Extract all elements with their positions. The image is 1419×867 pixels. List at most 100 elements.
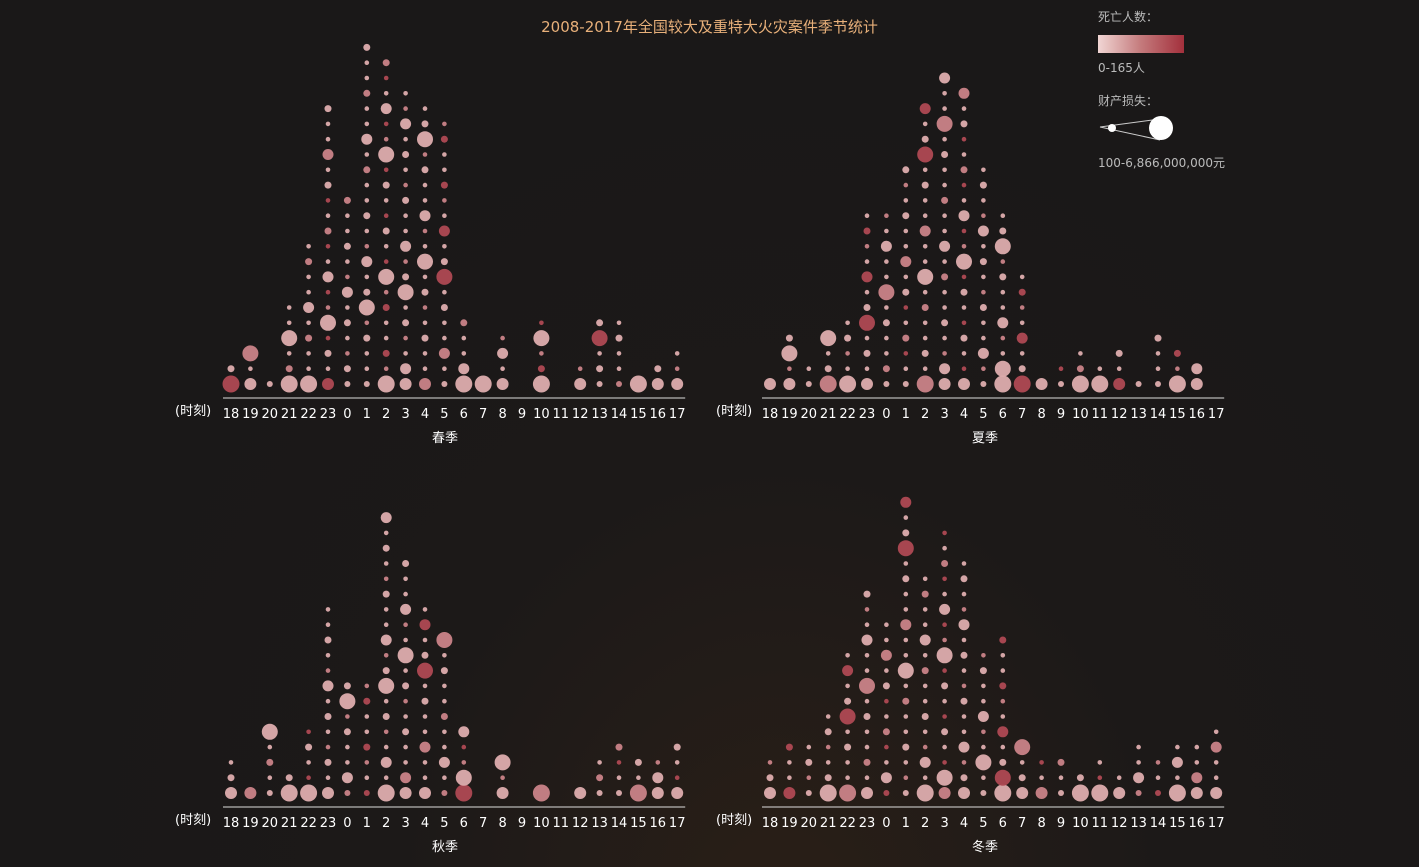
fire-case-dot[interactable]: [902, 212, 910, 220]
fire-case-dot[interactable]: [1000, 351, 1006, 356]
fire-case-dot[interactable]: [306, 775, 311, 780]
fire-case-dot[interactable]: [596, 319, 604, 327]
fire-case-dot[interactable]: [422, 607, 428, 612]
fire-case-dot[interactable]: [363, 212, 371, 220]
fire-case-dot[interactable]: [994, 784, 1012, 802]
fire-case-dot[interactable]: [1019, 351, 1025, 356]
fire-case-dot[interactable]: [322, 271, 334, 283]
fire-case-dot[interactable]: [364, 683, 370, 689]
fire-case-dot[interactable]: [442, 775, 447, 780]
fire-case-dot[interactable]: [306, 320, 311, 326]
fire-case-dot[interactable]: [922, 698, 928, 704]
fire-case-dot[interactable]: [845, 729, 850, 735]
fire-case-dot[interactable]: [1019, 274, 1025, 280]
fire-case-dot[interactable]: [345, 213, 350, 218]
fire-case-dot[interactable]: [820, 330, 837, 347]
fire-case-dot[interactable]: [1018, 774, 1026, 782]
fire-case-dot[interactable]: [674, 760, 680, 765]
fire-case-dot[interactable]: [305, 743, 313, 751]
fire-case-dot[interactable]: [533, 330, 550, 347]
fire-case-dot[interactable]: [921, 304, 929, 311]
fire-case-dot[interactable]: [919, 756, 931, 768]
fire-case-dot[interactable]: [864, 653, 870, 658]
fire-case-dot[interactable]: [339, 693, 356, 710]
fire-case-dot[interactable]: [961, 714, 967, 719]
fire-case-dot[interactable]: [458, 726, 470, 738]
fire-case-dot[interactable]: [383, 213, 389, 218]
fire-case-dot[interactable]: [383, 729, 389, 735]
fire-case-dot[interactable]: [884, 305, 889, 310]
fire-case-dot[interactable]: [400, 118, 412, 130]
fire-case-dot[interactable]: [455, 784, 473, 802]
fire-case-dot[interactable]: [1058, 775, 1064, 780]
fire-case-dot[interactable]: [961, 591, 967, 597]
fire-case-dot[interactable]: [994, 769, 1011, 786]
fire-case-dot[interactable]: [941, 319, 949, 327]
fire-case-dot[interactable]: [383, 561, 389, 566]
fire-case-dot[interactable]: [921, 713, 929, 720]
fire-case-dot[interactable]: [864, 744, 870, 750]
fire-case-dot[interactable]: [1116, 775, 1122, 780]
fire-case-dot[interactable]: [306, 760, 311, 765]
fire-case-dot[interactable]: [325, 244, 331, 249]
fire-case-dot[interactable]: [942, 259, 947, 264]
fire-case-dot[interactable]: [961, 366, 967, 372]
fire-case-dot[interactable]: [322, 378, 334, 390]
fire-case-dot[interactable]: [902, 743, 910, 751]
fire-case-dot[interactable]: [380, 756, 392, 768]
fire-case-dot[interactable]: [979, 667, 987, 675]
fire-case-dot[interactable]: [421, 697, 429, 705]
fire-case-dot[interactable]: [616, 366, 622, 372]
fire-case-dot[interactable]: [616, 775, 622, 780]
fire-case-dot[interactable]: [383, 320, 389, 326]
fire-case-dot[interactable]: [440, 258, 448, 266]
fire-case-dot[interactable]: [403, 637, 408, 643]
fire-case-dot[interactable]: [1091, 375, 1109, 393]
fire-case-dot[interactable]: [242, 345, 259, 362]
fire-case-dot[interactable]: [634, 758, 642, 766]
fire-case-dot[interactable]: [225, 787, 237, 799]
fire-case-dot[interactable]: [364, 182, 370, 188]
fire-case-dot[interactable]: [383, 775, 389, 780]
fire-case-dot[interactable]: [266, 381, 273, 387]
fire-case-dot[interactable]: [383, 244, 389, 249]
fire-case-dot[interactable]: [922, 121, 928, 127]
fire-case-dot[interactable]: [961, 668, 967, 673]
fire-case-dot[interactable]: [845, 320, 850, 326]
fire-case-dot[interactable]: [781, 345, 798, 362]
fire-case-dot[interactable]: [382, 667, 390, 675]
fire-case-dot[interactable]: [403, 668, 408, 673]
fire-case-dot[interactable]: [1058, 790, 1064, 796]
fire-case-dot[interactable]: [403, 698, 408, 704]
fire-case-dot[interactable]: [364, 198, 370, 203]
fire-case-dot[interactable]: [961, 637, 967, 643]
fire-case-dot[interactable]: [916, 375, 934, 393]
fire-case-dot[interactable]: [651, 787, 664, 799]
fire-case-dot[interactable]: [383, 530, 389, 536]
fire-case-dot[interactable]: [903, 515, 909, 520]
fire-case-dot[interactable]: [1076, 365, 1084, 373]
fire-case-dot[interactable]: [364, 729, 370, 735]
fire-case-dot[interactable]: [922, 289, 928, 295]
fire-case-dot[interactable]: [1000, 305, 1006, 310]
fire-case-dot[interactable]: [939, 72, 951, 84]
fire-case-dot[interactable]: [864, 213, 870, 218]
fire-case-dot[interactable]: [883, 381, 890, 387]
fire-case-dot[interactable]: [1175, 744, 1180, 750]
fire-case-dot[interactable]: [1018, 288, 1026, 296]
fire-case-dot[interactable]: [343, 319, 351, 327]
fire-case-dot[interactable]: [325, 259, 331, 264]
fire-case-dot[interactable]: [397, 647, 414, 664]
fire-case-dot[interactable]: [421, 334, 429, 342]
fire-case-dot[interactable]: [903, 274, 909, 280]
fire-case-dot[interactable]: [917, 268, 934, 285]
fire-case-dot[interactable]: [787, 760, 792, 765]
fire-case-dot[interactable]: [440, 304, 448, 311]
fire-case-dot[interactable]: [402, 319, 410, 327]
fire-case-dot[interactable]: [1000, 259, 1006, 264]
fire-case-dot[interactable]: [922, 244, 928, 249]
fire-case-dot[interactable]: [363, 334, 371, 342]
fire-case-dot[interactable]: [364, 228, 370, 234]
fire-case-dot[interactable]: [961, 305, 967, 310]
fire-case-dot[interactable]: [363, 43, 371, 51]
